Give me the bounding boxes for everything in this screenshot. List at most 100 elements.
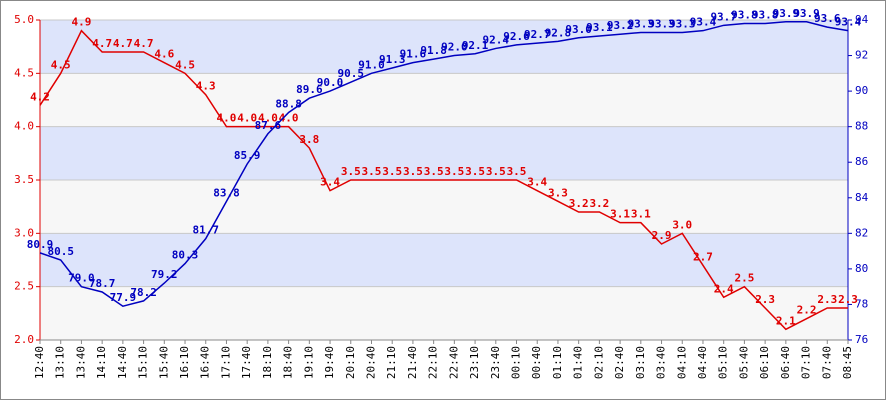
x-tick-label: 06:10 [758,346,771,379]
data-label: 93.3 [648,17,675,30]
data-label: 79.0 [68,272,95,285]
data-label: 92.6 [503,30,530,43]
x-tick-label: 21:10 [385,346,398,379]
x-tick-label: 18:10 [261,346,274,379]
grid-band [40,126,848,180]
data-label: 3.5 [444,165,464,178]
data-label: 93.4 [835,16,862,29]
data-label: 2.9 [652,229,672,242]
x-tick-label: 00:10 [510,346,523,379]
x-tick-label: 19:40 [323,346,336,379]
data-label: 4.3 [196,80,216,93]
x-tick-label: 02:40 [613,346,626,379]
y2-tick-label: 90 [855,84,868,97]
data-label: 80.3 [172,249,199,262]
data-label: 83.8 [213,186,240,199]
data-label: 93.8 [752,9,779,22]
data-label: 3.5 [486,165,506,178]
y2-tick-label: 78 [855,297,868,310]
data-label: 3.1 [631,208,651,221]
data-label: 90.5 [338,67,365,80]
data-label: 91.8 [420,44,447,57]
x-tick-label: 06:40 [779,346,792,379]
data-label: 93.4 [690,16,717,29]
data-label: 93.2 [607,19,634,32]
y-tick-label: 2.0 [14,333,34,346]
x-tick-label: 13:10 [54,346,67,379]
data-label: 80.9 [27,238,54,251]
data-label: 93.9 [793,7,820,20]
x-tick-label: 23:10 [468,346,481,379]
series-line [39,21,849,308]
y-tick-label: 5.0 [14,13,34,26]
data-label: 92.8 [545,26,572,39]
data-label: 3.5 [403,165,423,178]
data-label: 3.5 [507,165,527,178]
data-label: 81.7 [192,224,219,237]
data-label: 88.8 [275,97,302,110]
data-label: 93.3 [628,17,655,30]
grid-band [40,180,848,234]
data-label: 4.7 [113,37,133,50]
data-label: 4.0 [279,112,299,125]
data-label: 2.4 [714,282,734,295]
x-tick-label: 03:10 [634,346,647,379]
x-tick-label: 03:40 [655,346,668,379]
x-tick-label: 01:40 [572,346,585,379]
y-tick-label: 2.5 [14,280,34,293]
y2-tick-label: 94 [855,13,869,26]
x-tick-label: 17:10 [219,346,232,379]
x-tick-label: 01:10 [551,346,564,379]
x-tick-label: 05:10 [717,346,730,379]
data-label: 4.7 [92,37,112,50]
data-label: 4.0 [258,112,278,125]
x-tick-label: 05:40 [737,346,750,379]
data-label: 4.0 [237,112,257,125]
data-label: 93.9 [773,7,800,20]
data-label: 3.2 [589,197,609,210]
x-tick-label: 15:40 [157,346,170,379]
data-label: 92.1 [462,39,489,52]
data-label: 90.0 [317,76,344,89]
x-tick-label: 18:40 [282,346,295,379]
data-label: 93.1 [586,21,613,34]
data-label: 89.6 [296,83,323,96]
data-label: 4.6 [154,48,174,61]
x-tick-label: 23:40 [489,346,502,379]
y2-tick-label: 84 [855,191,869,204]
x-tick-label: 14:10 [95,346,108,379]
x-tick-label: 21:40 [406,346,419,379]
data-label: 85.9 [234,149,261,162]
data-label: 3.4 [320,176,340,189]
x-tick-label: 04:40 [696,346,709,379]
y2-tick-label: 92 [855,49,868,62]
x-tick-label: 13:40 [74,346,87,379]
data-label: 3.1 [610,208,630,221]
data-label: 3.2 [569,197,589,210]
x-tick-label: 17:40 [240,346,253,379]
x-tick-label: 04:10 [675,346,688,379]
y-tick-label: 3.0 [14,226,34,239]
data-label: 2.2 [797,304,817,317]
data-label: 3.8 [299,133,319,146]
data-label: 91.3 [379,53,406,66]
data-label: 4.0 [217,112,237,125]
y2-tick-label: 76 [855,333,868,346]
x-tick-label: 00:40 [530,346,543,379]
grid-band [40,73,848,127]
data-label: 3.4 [527,176,547,189]
data-label: 2.7 [693,250,713,263]
data-label: 4.7 [134,37,154,50]
y2-tick-label: 86 [855,155,868,168]
y2-tick-label: 88 [855,120,868,133]
data-label: 3.5 [362,165,382,178]
data-label: 3.5 [424,165,444,178]
data-label: 2.3 [838,293,858,306]
data-label: 4.2 [30,90,50,103]
series-line [39,29,848,331]
data-label: 87.6 [255,119,282,132]
x-tick-label: 08:45 [841,346,854,379]
data-label: 92.7 [524,28,551,41]
data-label: 2.3 [817,293,837,306]
